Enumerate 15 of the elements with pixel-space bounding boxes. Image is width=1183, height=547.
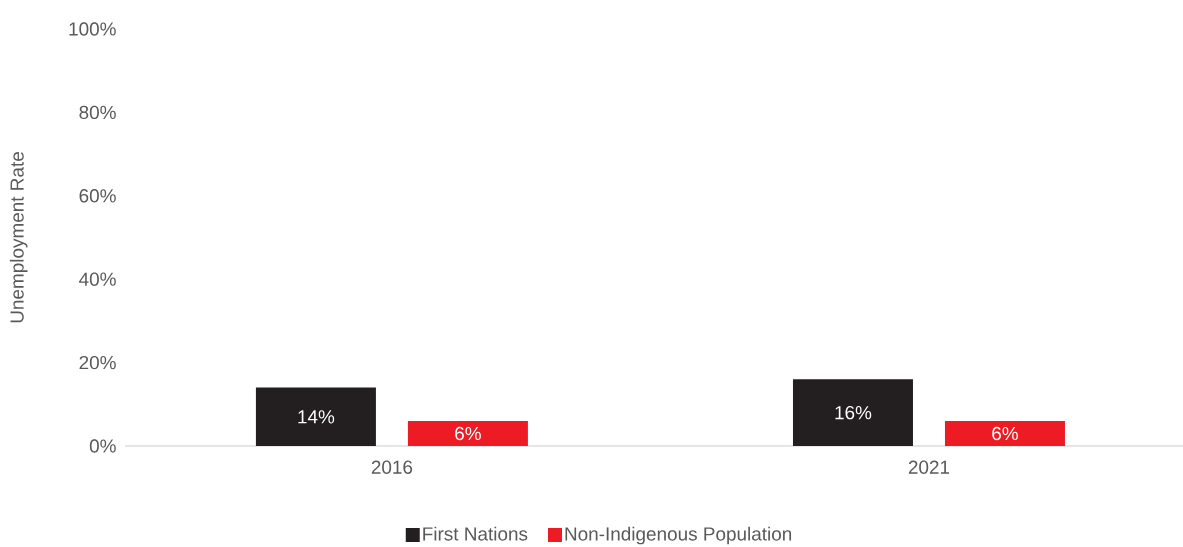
- y-tick-label: 80%: [79, 105, 116, 120]
- y-tick-label: 20%: [79, 355, 116, 370]
- x-tick-label: 2016: [371, 460, 413, 474]
- y-tick-label: 0%: [89, 439, 116, 453]
- data-label: 16%: [835, 405, 872, 420]
- y-axis-title: Unemployment Rate: [9, 152, 28, 323]
- x-tick-label: 2021: [908, 460, 950, 474]
- data-label: 6%: [455, 426, 481, 441]
- y-tick-label: 60%: [79, 189, 116, 203]
- legend-label: Non-Indigenous Population: [565, 526, 792, 545]
- data-label: 6%: [992, 426, 1018, 441]
- y-tick-label: 100%: [69, 22, 116, 36]
- legend-label: First Nations: [423, 526, 528, 541]
- data-label: 14%: [298, 410, 335, 424]
- y-tick-label: 40%: [79, 272, 116, 286]
